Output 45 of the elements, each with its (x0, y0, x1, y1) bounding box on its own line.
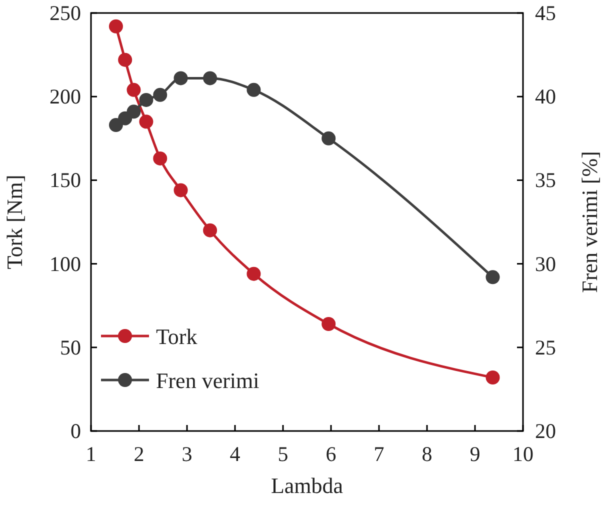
point (246, 266, 261, 281)
point (126, 82, 141, 97)
x-axis-title: Lambda (270, 473, 344, 498)
x-tick-label: 3 (182, 442, 192, 466)
y2-tick-label: 20 (535, 419, 556, 443)
y-tick-label: 200 (50, 84, 81, 109)
y-tick-label: 0 (70, 419, 81, 443)
point (139, 92, 154, 107)
x-tick-label: 10 (512, 442, 534, 466)
point (174, 71, 188, 86)
x-tick-label: 8 (422, 442, 432, 466)
point (108, 19, 123, 34)
point (486, 270, 500, 284)
x-tick-label: 2 (134, 442, 144, 466)
point (203, 71, 218, 86)
point (322, 316, 336, 331)
x-tick-label: 7 (374, 442, 384, 466)
point (126, 104, 141, 119)
y2-tick-label: 45 (535, 1, 556, 25)
x-tick-label: 1 (86, 442, 96, 466)
y2-tick-label: 35 (535, 168, 556, 192)
y2-tick-label: 40 (535, 84, 556, 109)
x-tick-label: 4 (230, 442, 241, 466)
legend-label: Tork (156, 324, 198, 349)
y-tick-label: 150 (50, 168, 81, 192)
y2-axis-title: Fren verimi [%] (577, 151, 602, 293)
x-tick-label: 6 (326, 442, 336, 466)
x-tick-label: 9 (470, 442, 480, 466)
y-tick-label: 50 (60, 335, 81, 360)
point (153, 88, 168, 102)
legend-label: Fren verimi (156, 368, 260, 393)
point (174, 183, 188, 198)
y-tick-label: 250 (50, 1, 81, 25)
point (139, 114, 154, 129)
point (203, 223, 218, 238)
y2-tick-label: 30 (535, 252, 556, 276)
y-tick-label: 100 (50, 252, 81, 276)
point (118, 52, 132, 67)
x-tick-label: 5 (278, 442, 288, 466)
y-axis-title: Tork [Nm] (2, 174, 27, 270)
point (486, 370, 500, 384)
y2-tick-label: 25 (535, 335, 556, 360)
point (246, 82, 261, 97)
point (322, 131, 336, 146)
point (153, 151, 168, 166)
